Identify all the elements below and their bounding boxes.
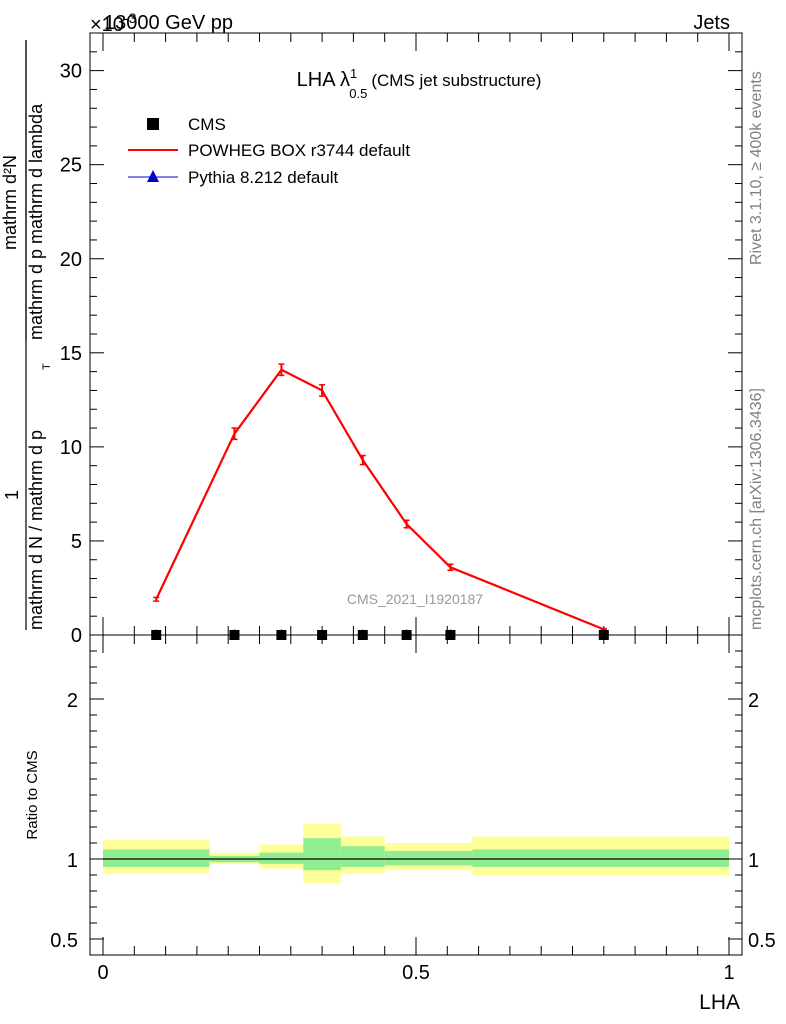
legend: CMS POWHEG BOX r3744 default Pythia 8.212 … [128, 115, 410, 187]
ratio-y-tick-label-right: 2 [748, 690, 759, 712]
main-ylabel: 1 mathrm d N / mathrm d p T mathrm d²N m… [0, 40, 53, 630]
ratio-y-tick-label-right: 1 [748, 850, 759, 872]
ratio-inner-band [384, 851, 473, 866]
header-left: 13000 GeV pp [104, 12, 233, 34]
legend-pythia-marker [147, 170, 159, 182]
ratio-x-ticks: 0 0.5 1 [97, 635, 735, 984]
ylabel-sub: T [41, 363, 53, 370]
main-panel: 0 5 10 15 20 25 30 LHA λ1 0.5(CMS jet substruct… [60, 32, 743, 647]
x-tick-label: 0.5 [402, 962, 430, 984]
plot-title: LHA λ1 0.5(CMS jet substructure) [297, 66, 542, 101]
legend-label: Pythia 8.212 default [188, 168, 339, 187]
mcplots-label: mcplots.cern.ch [arXiv:1306.3436] [748, 388, 765, 630]
ratio-panel: 0.5 0.51 12 2 0 0.5 1 Ratio to CMS LHA [24, 634, 776, 1014]
ratio-y-tick-label-left: 2 [67, 690, 78, 712]
ylabel-right-den: mathrm d p mathrm d lambda [26, 103, 46, 340]
main-y-tick-label: 0 [71, 625, 82, 647]
ratio-inner-band [472, 849, 729, 867]
exponent-label: ×10-3 [90, 10, 137, 36]
ratio-y-tick-label-left: 0.5 [50, 930, 78, 952]
legend-label: CMS [188, 115, 226, 134]
legend-label: POWHEG BOX r3744 default [188, 141, 410, 160]
x-tick-label: 0 [97, 962, 108, 984]
ratio-inner-band [259, 852, 304, 864]
legend-cms-marker [147, 118, 159, 130]
main-y-tick-label: 10 [60, 437, 82, 459]
main-series [151, 363, 609, 640]
main-y-tick-label: 25 [60, 155, 82, 177]
ratio-y-tick-label-left: 1 [67, 850, 78, 872]
main-y-tick-label: 5 [71, 531, 82, 553]
main-y-tick-label: 20 [60, 249, 82, 271]
ratio-frame [89, 634, 743, 956]
ylabel-num: 1 [2, 490, 22, 500]
ratio-ylabel: Ratio to CMS [24, 750, 41, 839]
main-y-tick-label: 30 [60, 61, 82, 83]
ratio-y-tick-label-right: 0.5 [748, 930, 776, 952]
main-y-ticks: 0 5 10 15 20 25 30 [60, 32, 742, 647]
ratio-y-ticks: 0.5 0.5 1 1 2 2 [50, 650, 776, 952]
ratio-bands [103, 823, 729, 883]
powheg-line [155, 368, 605, 631]
header-right: Jets [693, 12, 730, 34]
ylabel-right-num: mathrm d²N [0, 155, 20, 250]
ylabel-den: mathrm d N / mathrm d p [26, 430, 46, 630]
main-y-tick-label: 15 [60, 343, 82, 365]
ratio-inner-band [303, 838, 341, 871]
xlabel: LHA [699, 991, 740, 1014]
analysis-watermark: CMS_2021_I1920187 [347, 591, 483, 607]
ratio-inner-band [340, 846, 385, 867]
rivet-label: Rivet 3.1.10, ≥ 400k events [748, 71, 765, 265]
ratio-inner-band [103, 849, 210, 867]
x-tick-label: 1 [723, 962, 734, 984]
